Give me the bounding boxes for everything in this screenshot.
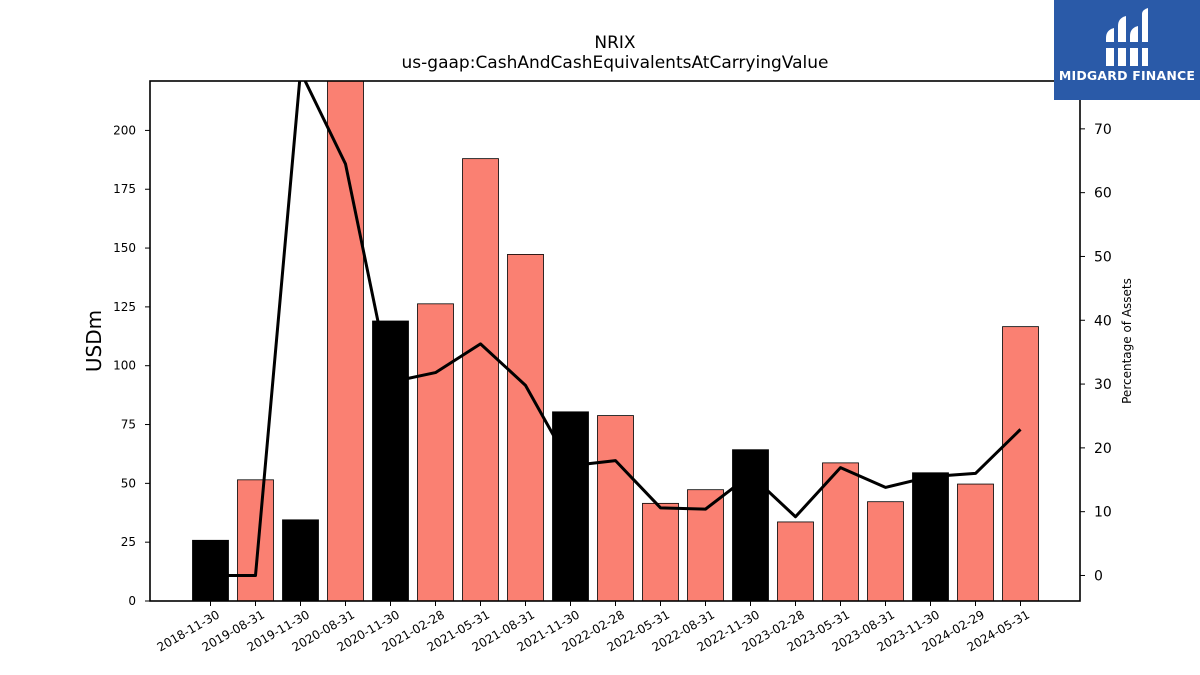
y-tick-label: 25 (121, 535, 136, 549)
chart-subtitle: us-gaap:CashAndCashEquivalentsAtCarrying… (402, 53, 829, 73)
line-layer (210, 81, 1022, 577)
bar-2023-05-31 (822, 462, 859, 601)
percentage-line (210, 81, 1022, 577)
y2-tick-label: 10 (1094, 505, 1112, 521)
bar-2022-02-28 (597, 415, 634, 601)
bar-2023-11-30 (912, 472, 949, 601)
y2-tick-label: 60 (1094, 186, 1112, 202)
y2-tick-label: 70 (1094, 122, 1112, 138)
bar-2022-05-31 (642, 502, 679, 601)
y2-tick-label: 20 (1094, 441, 1112, 457)
bars-layer (192, 81, 1039, 601)
bar-2020-08-31 (327, 81, 364, 601)
y2-axis-label: Percentage of Assets (1120, 278, 1134, 404)
bar-2018-11-30 (192, 539, 229, 601)
bar-2019-11-30 (282, 519, 319, 601)
bar-2021-05-31 (462, 158, 499, 601)
bar-2021-02-28 (417, 303, 454, 601)
y-tick-label: 0 (128, 594, 136, 608)
logo-mark-icon (1106, 8, 1148, 66)
bar-2021-08-31 (507, 254, 544, 601)
y-tick-label: 75 (121, 418, 136, 432)
y2-tick-label: 0 (1094, 568, 1103, 584)
y-tick-label: 50 (121, 476, 136, 490)
bar-2020-11-30 (372, 320, 409, 601)
bar-2023-02-28 (777, 521, 814, 601)
bar-2022-08-31 (687, 489, 724, 601)
bar-2024-02-29 (957, 483, 994, 601)
y-tick-label: 200 (113, 123, 136, 137)
y-axis-label: USDm (82, 310, 106, 372)
chart-title: NRIX (594, 33, 636, 53)
y-tick-label: 175 (113, 182, 136, 196)
bar-2023-08-31 (867, 501, 904, 601)
y2-tick-label: 30 (1094, 377, 1112, 393)
y-tick-label: 125 (113, 300, 136, 314)
bar-2024-05-31 (1002, 326, 1039, 601)
brand-logo: MIDGARD FINANCE (1054, 0, 1200, 100)
y-tick-label: 150 (113, 241, 136, 255)
bar-2022-11-30 (732, 449, 769, 601)
logo-text: MIDGARD FINANCE (1058, 68, 1196, 83)
bar-2019-08-31 (237, 479, 274, 601)
y2-tick-label: 50 (1094, 249, 1112, 265)
y2-tick-label: 40 (1094, 313, 1112, 329)
y-tick-label: 100 (113, 359, 136, 373)
